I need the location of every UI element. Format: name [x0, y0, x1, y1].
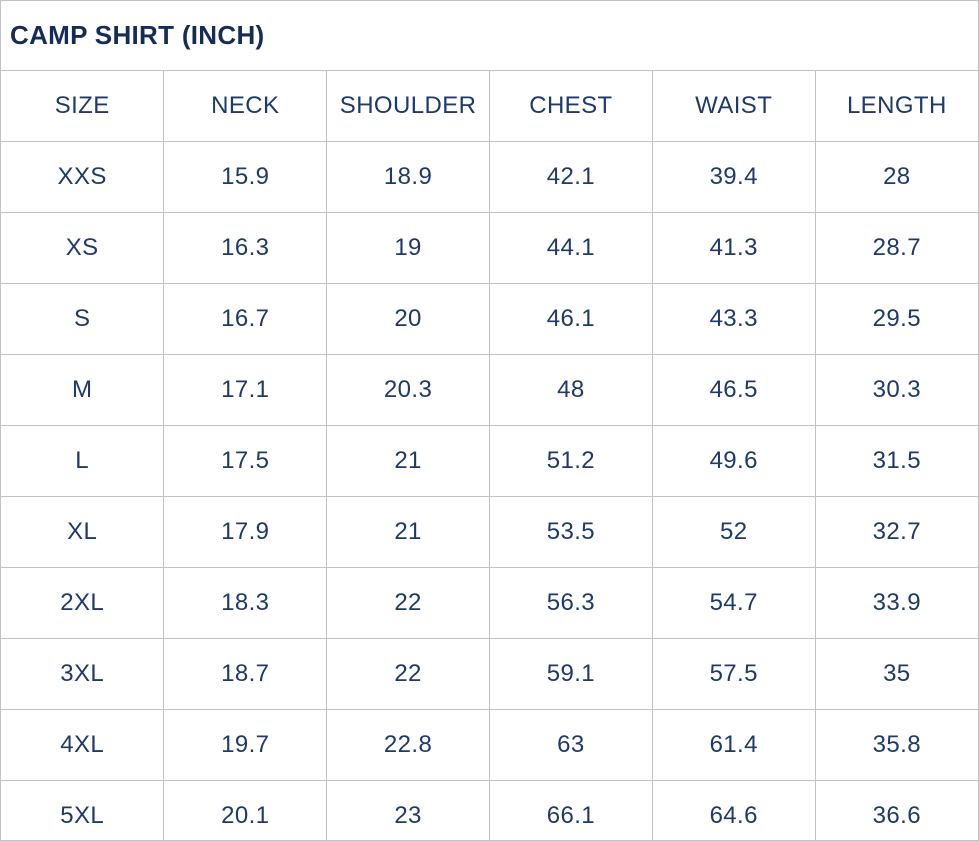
- value-cell: 28.7: [814, 212, 978, 284]
- size-cell: L: [1, 425, 165, 497]
- value-cell: 23: [326, 780, 490, 840]
- value-cell: 17.9: [163, 496, 328, 568]
- value-cell: 20.3: [326, 354, 490, 426]
- value-cell: 43.3: [651, 283, 816, 355]
- value-cell: 16.7: [163, 283, 328, 355]
- column-header-neck: NECK: [163, 71, 328, 142]
- value-cell: 22.8: [326, 709, 490, 781]
- column-header-length: LENGTH: [814, 71, 978, 142]
- value-cell: 18.9: [326, 141, 490, 213]
- value-cell: 18.3: [163, 567, 328, 639]
- value-cell: 18.7: [163, 638, 328, 710]
- value-cell: 63: [488, 709, 653, 781]
- value-cell: 20: [326, 283, 490, 355]
- value-cell: 16.3: [163, 212, 328, 284]
- value-cell: 53.5: [488, 496, 653, 568]
- value-cell: 36.6: [814, 780, 978, 840]
- value-cell: 61.4: [651, 709, 816, 781]
- table-row-xl: XL 17.9 21 53.5 52 32.7: [1, 496, 978, 568]
- size-table-head: SIZE NECK SHOULDER CHEST WAIST LENGTH: [1, 71, 978, 142]
- value-cell: 19.7: [163, 709, 328, 781]
- size-cell: 5XL: [1, 780, 165, 840]
- value-cell: 54.7: [651, 567, 816, 639]
- table-row-4xl: 4XL 19.7 22.8 63 61.4 35.8: [1, 709, 978, 781]
- size-cell: 3XL: [1, 638, 165, 710]
- value-cell: 56.3: [488, 567, 653, 639]
- table-row-xs: XS 16.3 19 44.1 41.3 28.7: [1, 212, 978, 284]
- value-cell: 30.3: [814, 354, 978, 426]
- size-cell: S: [1, 283, 165, 355]
- column-header-shoulder: SHOULDER: [326, 71, 490, 142]
- value-cell: 35: [814, 638, 978, 710]
- size-cell: 4XL: [1, 709, 165, 781]
- value-cell: 33.9: [814, 567, 978, 639]
- value-cell: 46.5: [651, 354, 816, 426]
- table-row-2xl: 2XL 18.3 22 56.3 54.7 33.9: [1, 567, 978, 639]
- size-table-body: XXS 15.9 18.9 42.1 39.4 28 XS 16.3 19 44.1 41.3 28.…: [1, 141, 978, 840]
- size-cell: XXS: [1, 141, 165, 213]
- value-cell: 57.5: [651, 638, 816, 710]
- size-table: SIZE NECK SHOULDER CHEST WAIST LENGTH XXS 15.9…: [1, 71, 978, 840]
- value-cell: 39.4: [651, 141, 816, 213]
- value-cell: 15.9: [163, 141, 328, 213]
- value-cell: 66.1: [488, 780, 653, 840]
- value-cell: 19: [326, 212, 490, 284]
- value-cell: 31.5: [814, 425, 978, 497]
- table-row-5xl: 5XL 20.1 23 66.1 64.6 36.6: [1, 780, 978, 840]
- header-row: SIZE NECK SHOULDER CHEST WAIST LENGTH: [1, 71, 978, 142]
- value-cell: 21: [326, 425, 490, 497]
- value-cell: 17.1: [163, 354, 328, 426]
- value-cell: 44.1: [488, 212, 653, 284]
- value-cell: 32.7: [814, 496, 978, 568]
- value-cell: 59.1: [488, 638, 653, 710]
- value-cell: 49.6: [651, 425, 816, 497]
- value-cell: 51.2: [488, 425, 653, 497]
- column-header-chest: CHEST: [488, 71, 653, 142]
- table-row-s: S 16.7 20 46.1 43.3 29.5: [1, 283, 978, 355]
- column-header-waist: WAIST: [651, 71, 816, 142]
- size-cell: XS: [1, 212, 165, 284]
- table-row-l: L 17.5 21 51.2 49.6 31.5: [1, 425, 978, 497]
- table-row-3xl: 3XL 18.7 22 59.1 57.5 35: [1, 638, 978, 710]
- value-cell: 48: [488, 354, 653, 426]
- column-header-size: SIZE: [1, 71, 165, 142]
- value-cell: 20.1: [163, 780, 328, 840]
- value-cell: 64.6: [651, 780, 816, 840]
- value-cell: 22: [326, 567, 490, 639]
- value-cell: 21: [326, 496, 490, 568]
- value-cell: 46.1: [488, 283, 653, 355]
- title-bar: CAMP SHIRT (INCH): [1, 1, 978, 71]
- size-cell: 2XL: [1, 567, 165, 639]
- value-cell: 52: [651, 496, 816, 568]
- value-cell: 29.5: [814, 283, 978, 355]
- value-cell: 22: [326, 638, 490, 710]
- size-cell: M: [1, 354, 165, 426]
- table-row-xxs: XXS 15.9 18.9 42.1 39.4 28: [1, 141, 978, 213]
- value-cell: 17.5: [163, 425, 328, 497]
- value-cell: 28: [814, 141, 978, 213]
- page-title: CAMP SHIRT (INCH): [10, 20, 265, 50]
- table-row-m: M 17.1 20.3 48 46.5 30.3: [1, 354, 978, 426]
- value-cell: 41.3: [651, 212, 816, 284]
- value-cell: 42.1: [488, 141, 653, 213]
- size-cell: XL: [1, 496, 165, 568]
- value-cell: 35.8: [814, 709, 978, 781]
